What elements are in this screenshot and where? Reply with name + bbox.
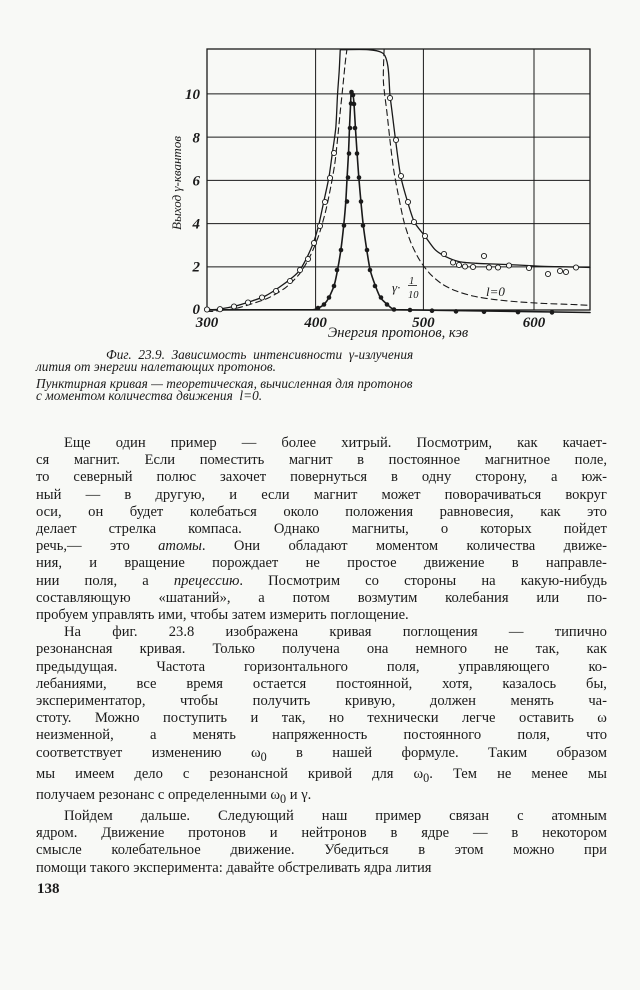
svg-text:2: 2 (192, 260, 201, 276)
svg-text:6: 6 (193, 174, 201, 190)
svg-text:γ·: γ· (392, 280, 400, 295)
svg-text:Выход γ-квантов: Выход γ-квантов (169, 136, 184, 230)
svg-text:300: 300 (195, 315, 219, 331)
svg-text:4: 4 (192, 217, 201, 233)
svg-text:400: 400 (303, 315, 327, 331)
svg-text:8: 8 (193, 131, 201, 147)
svg-text:Энергия протонов, кэв: Энергия протонов, кэв (328, 325, 469, 340)
svg-text:600: 600 (523, 315, 546, 331)
svg-text:10: 10 (408, 290, 419, 301)
svg-text:l=0: l=0 (486, 284, 505, 299)
svg-text:1: 1 (409, 276, 414, 287)
svg-text:10: 10 (185, 87, 201, 103)
